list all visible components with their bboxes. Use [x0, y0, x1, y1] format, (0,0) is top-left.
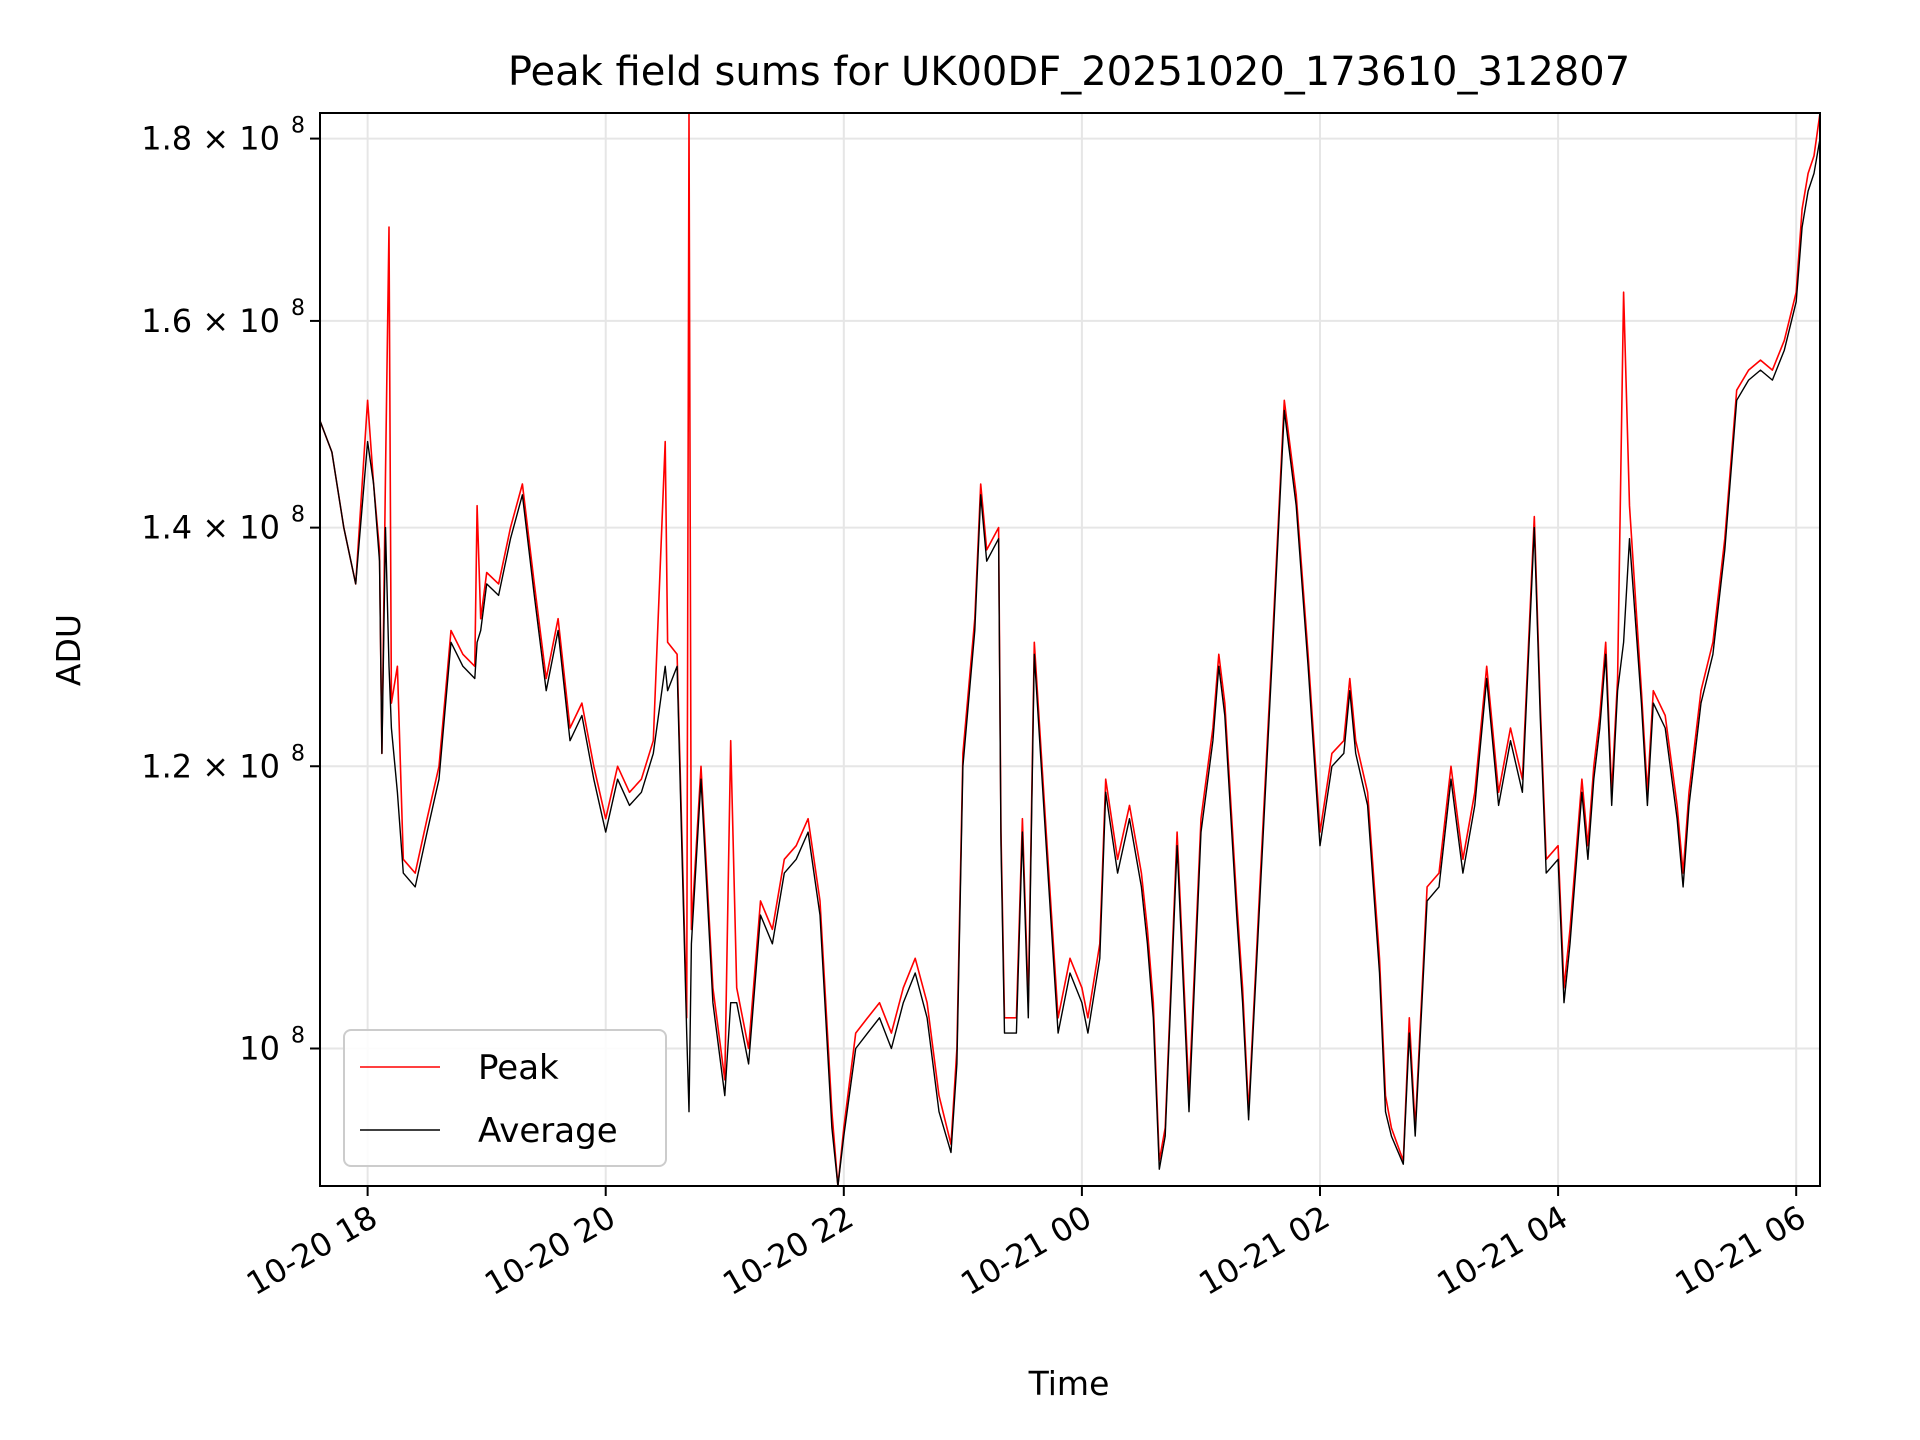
legend-box	[343, 1029, 667, 1167]
y-tick-exponent: 8	[291, 1023, 305, 1048]
series-line-peak	[319, 112, 1821, 1187]
chart-title: Peak field sums for UK00DF_20251020_1736…	[508, 49, 1630, 95]
y-tick-exponent: 8	[291, 741, 305, 766]
y-tick-exponent: 8	[291, 114, 305, 139]
legend: Peak Average	[343, 1029, 667, 1167]
y-tick-label: 1.6 × 10	[141, 302, 280, 340]
series-line-average	[319, 138, 1821, 1187]
legend-label-peak: Peak	[478, 1048, 559, 1088]
y-tick-label: 1.8 × 10	[141, 120, 280, 158]
y-tick-label: 1.2 × 10	[141, 747, 280, 785]
y-tick-exponent: 8	[291, 296, 305, 321]
y-tick-label: 1.4 × 10	[141, 509, 280, 547]
x-axis-label: Time	[1028, 1364, 1110, 1403]
y-tick-exponent: 8	[291, 503, 305, 528]
y-tick-label: 10	[239, 1029, 280, 1067]
y-axis: 10 8 1.2 × 10 8 1.4 × 10 8 1.6 × 10 8 1.8 × 10 8	[141, 114, 320, 1067]
series-layer	[319, 112, 1821, 1187]
y-axis-label: ADU	[49, 614, 88, 686]
plot-frame	[319, 112, 1821, 1187]
legend-label-average: Average	[478, 1111, 618, 1151]
